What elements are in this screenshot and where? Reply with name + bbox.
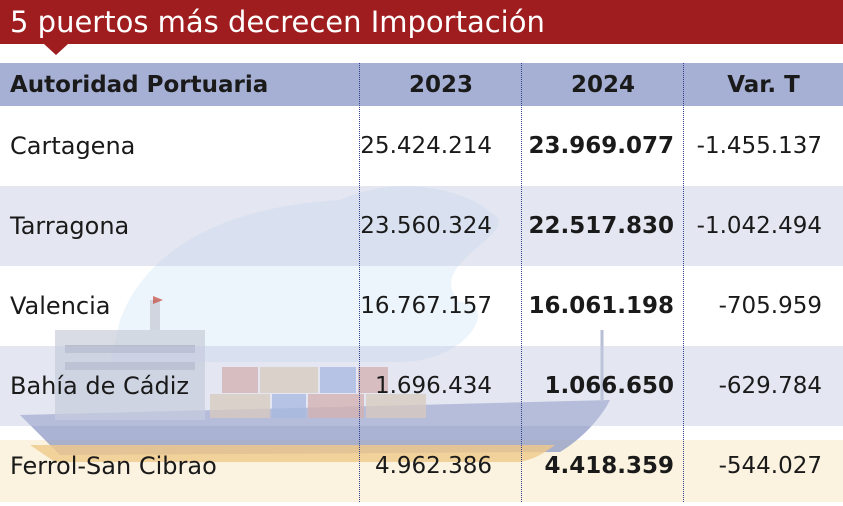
value-2024: 16.061.198 — [528, 293, 674, 319]
value-var: -1.042.494 — [696, 213, 822, 239]
value-2023: 16.767.157 — [360, 293, 492, 319]
port-name: Ferrol-San Cibrao — [10, 452, 217, 480]
value-var: -544.027 — [718, 453, 822, 479]
value-2024: 23.969.077 — [528, 133, 674, 159]
header-var: Var. T — [727, 71, 800, 98]
value-var: -629.784 — [718, 373, 822, 399]
title-pointer — [44, 44, 68, 55]
table-row: Bahía de Cádiz 1.696.434 1.066.650 -629.… — [0, 346, 843, 426]
value-2023: 1.696.434 — [374, 373, 492, 399]
header-autoridad: Autoridad Portuaria — [10, 71, 269, 98]
value-2024: 4.418.359 — [544, 453, 675, 479]
value-2024: 22.517.830 — [528, 213, 674, 239]
value-2023: 25.424.214 — [360, 133, 492, 159]
column-divider — [683, 63, 684, 502]
port-name: Bahía de Cádiz — [10, 372, 189, 400]
value-2023: 23.560.324 — [360, 213, 492, 239]
table-row: Tarragona 23.560.324 22.517.830 -1.042.4… — [0, 186, 843, 266]
value-var: -705.959 — [718, 293, 822, 319]
value-2023: 4.962.386 — [374, 453, 492, 479]
port-name: Valencia — [10, 292, 111, 320]
header-2024: 2024 — [570, 71, 635, 98]
table-header-row: Autoridad Portuaria 2023 2024 Var. T — [0, 63, 843, 106]
column-divider — [521, 63, 522, 502]
page-title: 5 puertos más decrecen Importación — [10, 5, 545, 39]
table-row: Valencia 16.767.157 16.061.198 -705.959 — [0, 266, 843, 346]
header-2023: 2023 — [408, 71, 473, 98]
port-name: Tarragona — [10, 212, 130, 240]
value-var: -1.455.137 — [696, 133, 822, 159]
value-2024: 1.066.650 — [544, 373, 675, 399]
table-row: Cartagena 25.424.214 23.969.077 -1.455.1… — [0, 106, 843, 186]
title-bar: 5 puertos más decrecen Importación — [0, 0, 843, 44]
port-name: Cartagena — [10, 132, 136, 160]
column-divider — [359, 63, 360, 502]
table-row: Ferrol-San Cibrao 4.962.386 4.418.359 -5… — [0, 426, 843, 506]
ports-table: Autoridad Portuaria 2023 2024 Var. T Car… — [0, 63, 843, 506]
